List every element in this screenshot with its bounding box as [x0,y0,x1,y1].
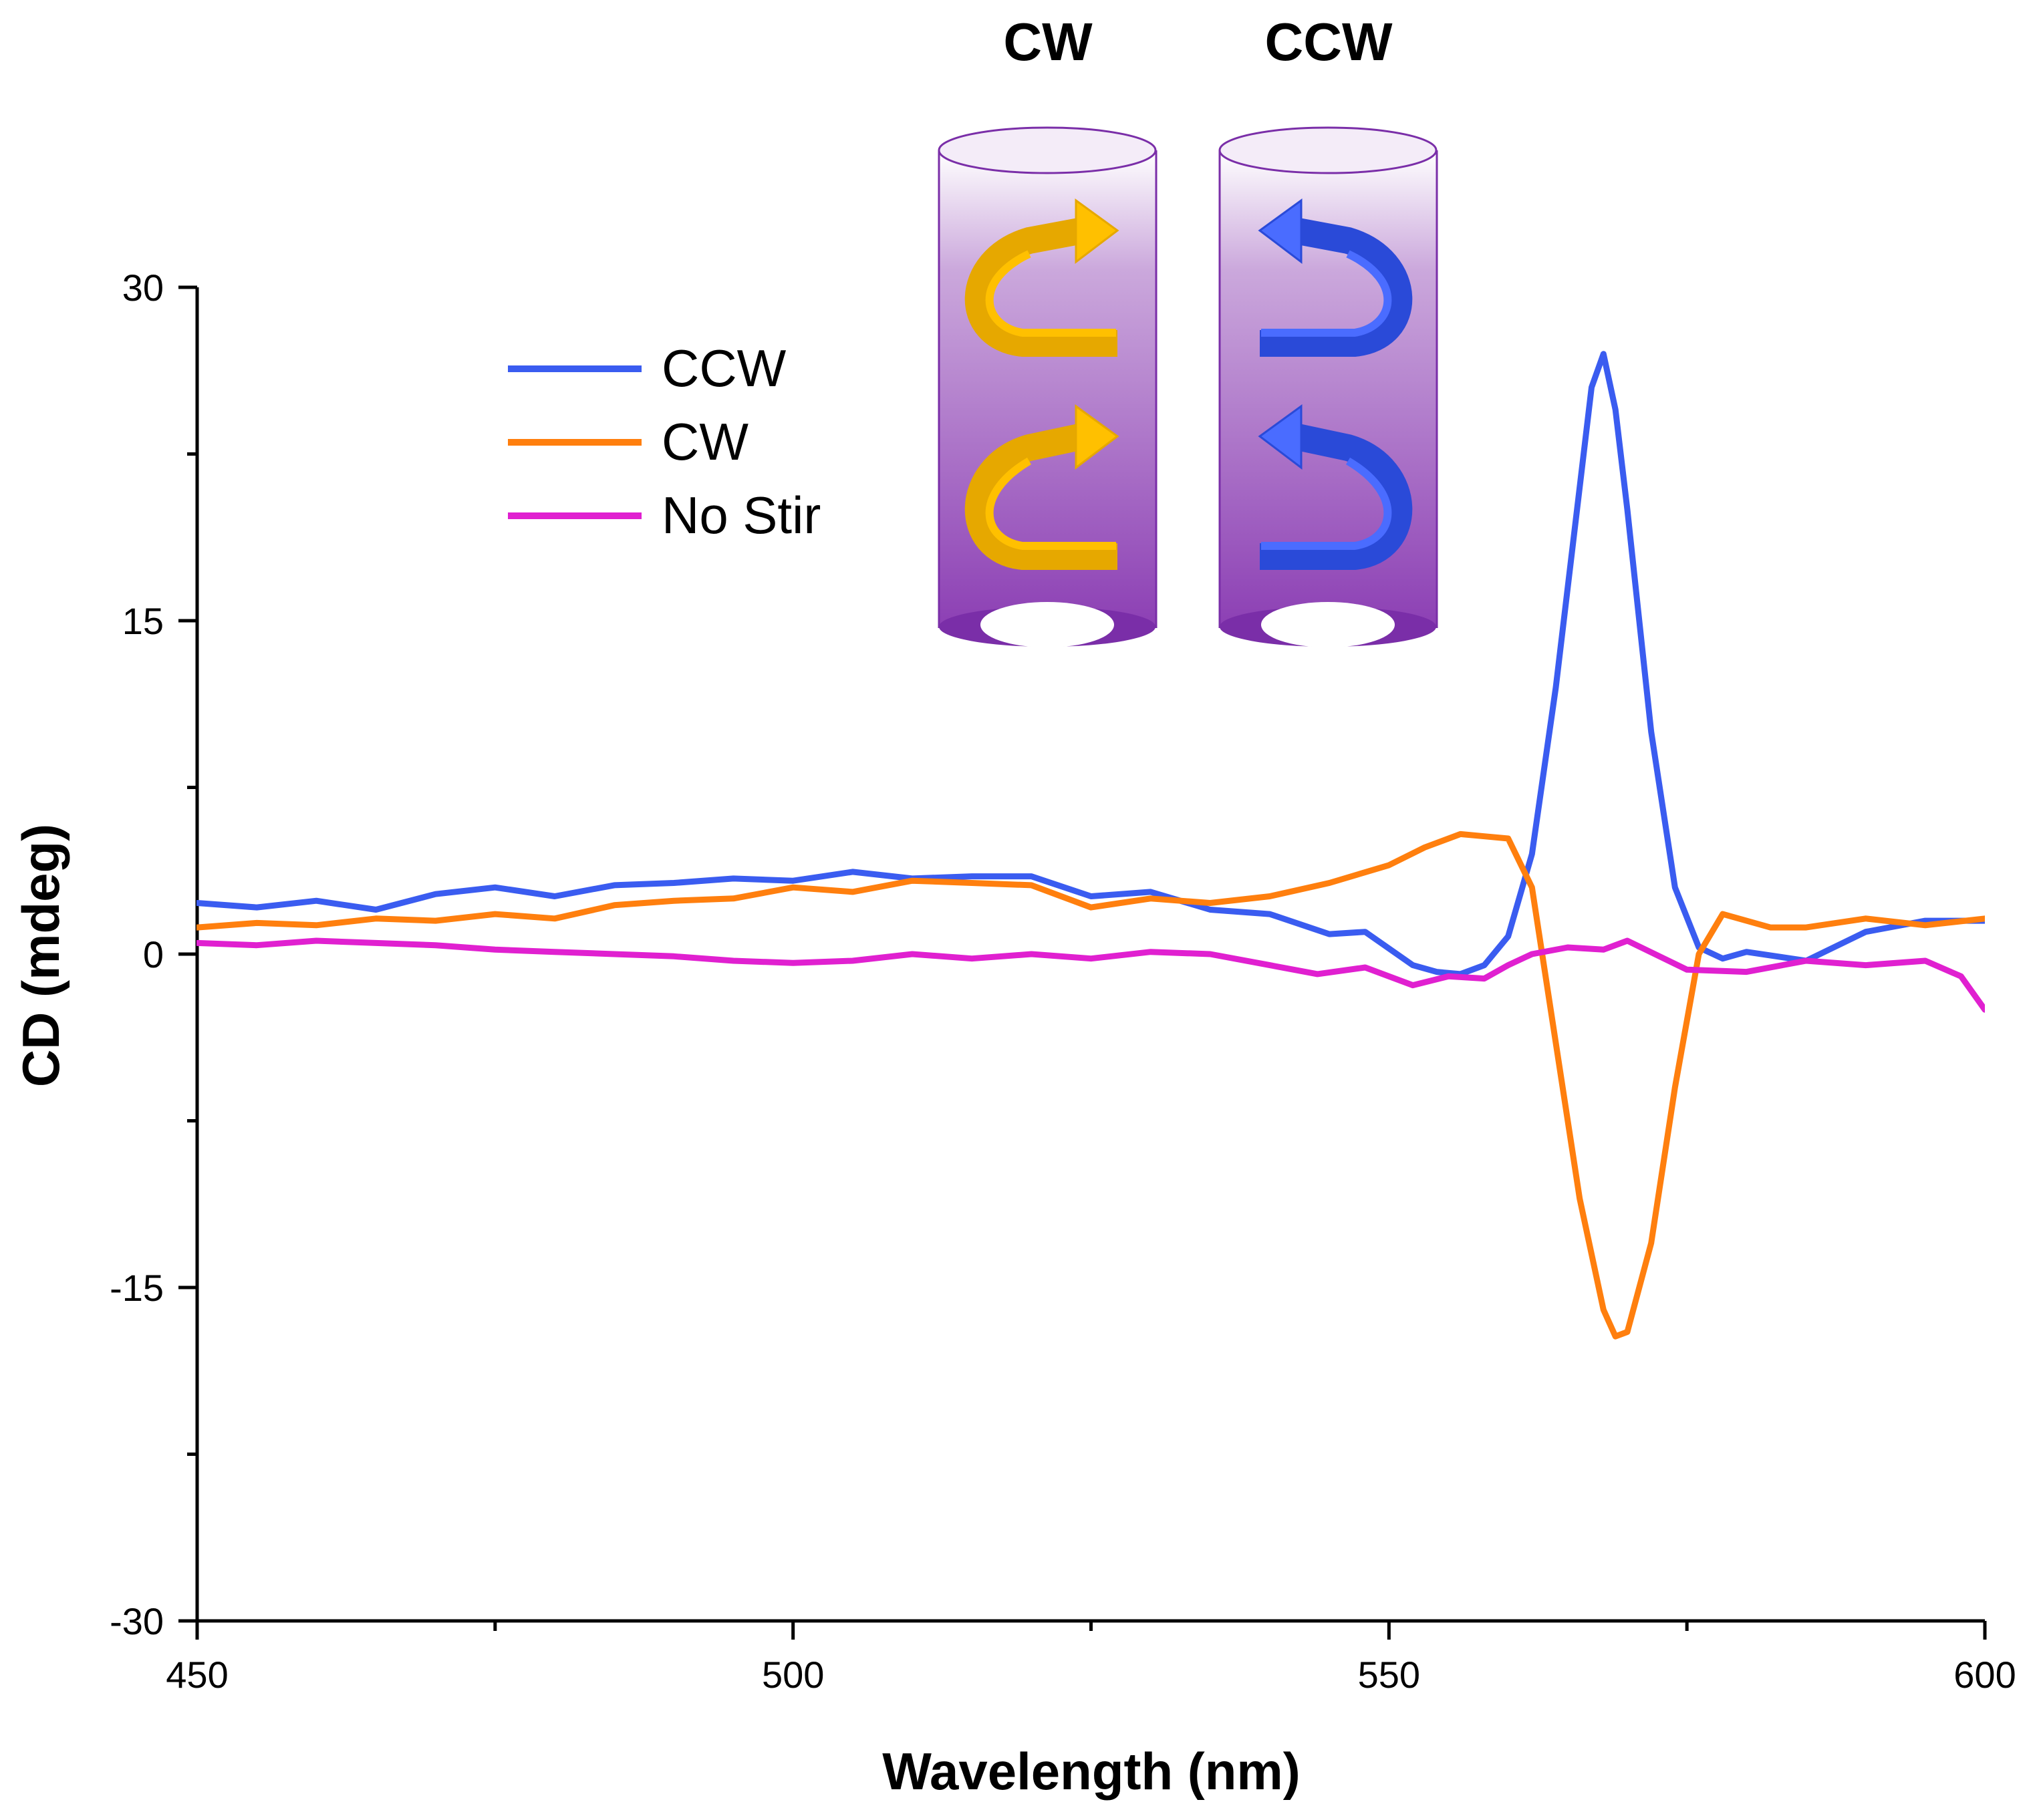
y-ticks: -30 -15 0 15 30 [110,267,197,1642]
ccw-tube-hole [1261,602,1395,647]
plot-area [196,351,1985,1340]
y-tick-label: -15 [110,1267,164,1309]
legend-label-no-stir: No Stir [662,486,821,545]
cw-tube [938,126,1158,647]
y-axis-title: CD (mdeg) [11,824,70,1087]
cw-tube-hole [980,602,1114,647]
inset-label-cw: CW [1003,12,1093,71]
cw-tube-top [938,126,1157,174]
cw-rotation-arrow-bottom [964,404,1119,570]
legend: CCW CW No Stir [508,339,821,545]
x-tick-label: 500 [762,1654,824,1696]
x-ticks: 450 500 550 600 [166,1621,2016,1696]
series-line-ccw [196,351,1985,977]
legend-label-cw: CW [662,412,749,471]
x-tick-label: 550 [1358,1654,1420,1696]
axes: 450 500 550 600 -30 -15 0 15 30 Wavelength (nm)… [11,267,2016,1801]
x-axis-title: Wavelength (nm) [882,1742,1300,1801]
ccw-rotation-arrow-bottom [1258,404,1413,570]
ccw-tube [1218,126,1438,647]
inset-label-ccw: CCW [1264,12,1393,71]
y-tick-label: 15 [122,600,164,642]
x-tick-label: 600 [1953,1654,2016,1696]
y-tick-label: 0 [143,933,164,975]
y-tick-label: 30 [122,267,164,309]
ccw-tube-top [1218,126,1438,174]
ccw-rotation-arrow-top [1258,198,1413,357]
stirring-inset: CW CCW [938,12,1438,647]
y-tick-label: -30 [110,1600,164,1642]
x-tick-label: 450 [166,1654,228,1696]
series-line-cw [196,830,1985,1340]
cw-rotation-arrow-top [964,198,1119,357]
legend-label-ccw: CCW [662,339,787,398]
series-line-no-stir [196,937,1985,1013]
